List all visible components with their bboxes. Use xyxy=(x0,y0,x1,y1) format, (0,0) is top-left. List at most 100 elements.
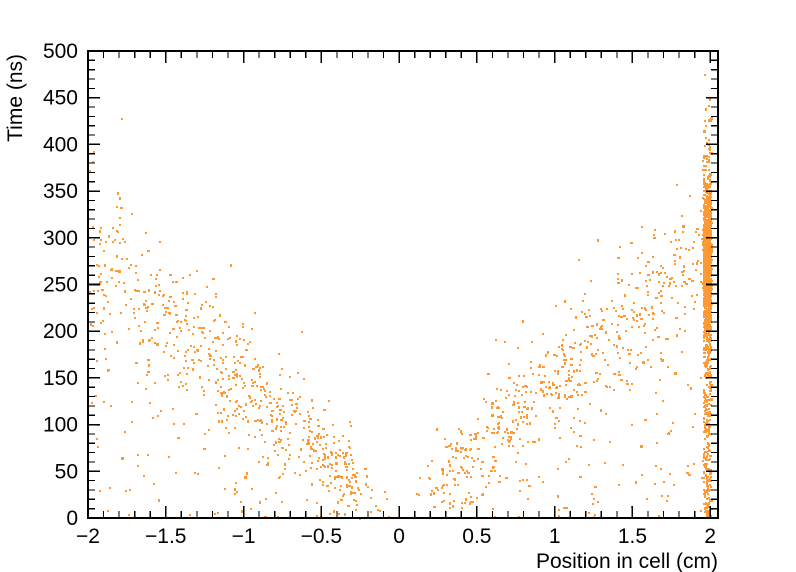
plot-frame xyxy=(87,50,719,519)
data-point xyxy=(317,425,320,427)
data-point xyxy=(544,375,546,377)
x-tick-label: −0.5 xyxy=(301,525,342,548)
data-point xyxy=(207,365,209,367)
data-point xyxy=(324,455,326,457)
data-point xyxy=(184,355,186,357)
data-point xyxy=(257,364,259,367)
data-point xyxy=(621,279,623,282)
data-point xyxy=(708,426,710,429)
data-point xyxy=(191,359,194,361)
data-point xyxy=(698,234,700,236)
data-point xyxy=(154,291,156,294)
data-point xyxy=(708,139,710,141)
data-point xyxy=(705,305,707,307)
data-point xyxy=(660,265,662,267)
data-point xyxy=(322,481,324,483)
data-point xyxy=(136,290,138,292)
data-point xyxy=(104,264,106,267)
data-point xyxy=(296,407,298,409)
data-point xyxy=(704,284,706,286)
data-point xyxy=(281,501,283,503)
data-point xyxy=(187,302,189,304)
x-tick-label: −2 xyxy=(76,525,100,548)
data-point xyxy=(557,372,559,375)
data-point xyxy=(660,302,662,304)
data-point xyxy=(531,407,533,410)
data-point xyxy=(589,315,591,317)
data-point xyxy=(471,457,473,459)
data-point xyxy=(344,461,346,463)
data-point xyxy=(370,497,372,499)
data-point xyxy=(576,445,578,447)
data-point xyxy=(240,501,242,503)
data-point xyxy=(344,513,346,516)
y-tick-label: 300 xyxy=(43,227,78,250)
data-point xyxy=(618,335,620,337)
data-point xyxy=(633,302,635,304)
data-point xyxy=(264,394,266,396)
data-point xyxy=(681,285,683,287)
data-point xyxy=(706,419,708,421)
data-point xyxy=(519,438,521,440)
data-point xyxy=(592,355,595,357)
data-point xyxy=(294,472,296,474)
data-point xyxy=(709,252,711,254)
data-point xyxy=(709,264,711,266)
data-point xyxy=(554,427,556,429)
data-point xyxy=(708,431,710,433)
data-point xyxy=(299,474,301,476)
data-point xyxy=(130,264,132,266)
data-point xyxy=(230,388,232,390)
data-point xyxy=(522,320,524,323)
data-point xyxy=(236,375,238,378)
data-point xyxy=(111,277,113,279)
data-point xyxy=(517,452,519,454)
data-point xyxy=(328,400,330,402)
data-point xyxy=(276,406,278,408)
data-point xyxy=(656,271,658,273)
data-point xyxy=(365,483,367,486)
data-point xyxy=(710,472,712,475)
data-point xyxy=(613,307,615,309)
data-point xyxy=(709,215,711,217)
data-point xyxy=(636,314,638,317)
data-point xyxy=(490,470,493,472)
data-point xyxy=(708,299,710,301)
data-point xyxy=(269,395,271,397)
data-point xyxy=(599,328,601,330)
data-point xyxy=(674,372,677,375)
data-point xyxy=(559,437,561,439)
data-point xyxy=(644,323,646,325)
data-point xyxy=(154,342,156,344)
data-point xyxy=(706,142,708,144)
data-point xyxy=(637,257,639,259)
data-point xyxy=(585,316,588,318)
data-point xyxy=(146,310,148,312)
data-point xyxy=(704,490,706,492)
data-point xyxy=(705,346,707,349)
data-point xyxy=(275,441,277,444)
data-point xyxy=(507,439,509,441)
data-point xyxy=(271,421,273,423)
data-point xyxy=(219,314,221,317)
data-point xyxy=(220,357,222,359)
data-point xyxy=(705,320,707,322)
data-point xyxy=(277,454,279,456)
data-point xyxy=(348,446,350,448)
data-point xyxy=(287,438,289,440)
data-point xyxy=(508,363,510,365)
data-point xyxy=(696,228,699,230)
data-point xyxy=(671,297,673,299)
data-point xyxy=(264,390,266,392)
data-point xyxy=(442,473,444,475)
data-point xyxy=(673,281,675,283)
data-point xyxy=(228,375,230,377)
data-point xyxy=(242,418,244,420)
data-point xyxy=(552,382,554,385)
data-point xyxy=(105,358,107,360)
data-point xyxy=(215,404,217,406)
data-point xyxy=(568,370,570,372)
data-point xyxy=(705,256,708,258)
data-point xyxy=(703,503,706,505)
data-point xyxy=(185,383,187,385)
